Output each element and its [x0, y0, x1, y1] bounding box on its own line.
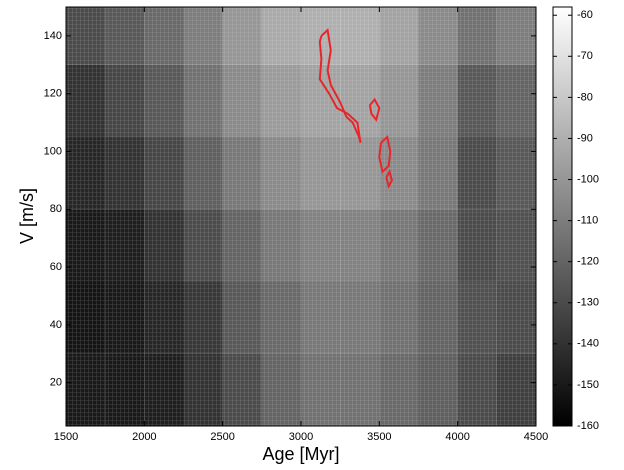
- colorbar-tick-label: -130: [577, 297, 599, 309]
- x-tick-label: 4000: [445, 431, 469, 443]
- colorbar-tick-label: -60: [577, 9, 593, 21]
- colorbar-tick-label: -150: [577, 379, 599, 391]
- y-tick-label: 140: [44, 30, 62, 42]
- x-axis-label: Age [Myr]: [262, 444, 339, 464]
- cell-grid: [66, 7, 536, 426]
- y-tick-label: 60: [50, 261, 62, 273]
- colorbar: [552, 6, 573, 427]
- colorbar-tick-label: -140: [577, 338, 599, 350]
- x-tick-label: 1500: [54, 431, 78, 443]
- colorbar-tick-label: -110: [577, 215, 598, 227]
- x-tick-label: 4500: [524, 431, 548, 443]
- colorbar-tick-label: -120: [577, 256, 599, 268]
- y-tick-label: 120: [44, 88, 62, 100]
- y-tick-label: 80: [50, 203, 62, 215]
- colorbar-tick-label: -100: [577, 173, 599, 185]
- colorbar-tick-label: -160: [577, 420, 599, 432]
- x-tick-label: 3500: [367, 431, 391, 443]
- x-tick-label: 2000: [132, 431, 156, 443]
- overlay: [318, 28, 393, 189]
- y-tick-label: 40: [50, 319, 62, 331]
- colorbar-tick-label: -70: [577, 50, 593, 62]
- colorbar-tick-label: -80: [577, 91, 593, 103]
- y-axis-label: V [m/s]: [17, 188, 37, 244]
- x-tick-label: 3000: [289, 431, 313, 443]
- x-tick-label: 2500: [210, 431, 234, 443]
- y-tick-label: 100: [44, 145, 62, 157]
- contour-line: [318, 28, 393, 189]
- colorbar-tick-label: -90: [577, 132, 593, 144]
- y-tick-label: 20: [50, 377, 62, 389]
